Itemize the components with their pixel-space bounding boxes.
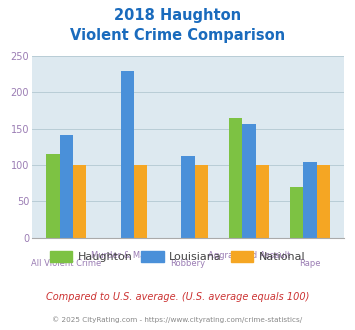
Text: Murder & Mans...: Murder & Mans... (91, 251, 163, 260)
Text: Aggravated Assault: Aggravated Assault (208, 251, 290, 260)
Bar (120, 71, 134, 238)
Bar (290, 187, 303, 238)
Bar (60, 135, 73, 238)
Text: All Violent Crime: All Violent Crime (31, 259, 102, 268)
Bar (134, 165, 147, 238)
Bar (317, 165, 330, 238)
Bar (181, 155, 195, 238)
Bar (195, 165, 208, 238)
Text: Violent Crime Comparison: Violent Crime Comparison (70, 28, 285, 43)
Bar (73, 165, 86, 238)
Text: Rape: Rape (299, 259, 321, 268)
Bar (256, 165, 269, 238)
Text: © 2025 CityRating.com - https://www.cityrating.com/crime-statistics/: © 2025 CityRating.com - https://www.city… (53, 317, 302, 323)
Legend: Haughton, Louisiana, National: Haughton, Louisiana, National (45, 247, 310, 267)
Bar (303, 162, 317, 238)
Text: 2018 Haughton: 2018 Haughton (114, 8, 241, 23)
Bar (229, 118, 242, 238)
Bar (242, 124, 256, 238)
Bar (46, 154, 60, 238)
Text: Robbery: Robbery (171, 259, 206, 268)
Text: Compared to U.S. average. (U.S. average equals 100): Compared to U.S. average. (U.S. average … (46, 292, 309, 302)
